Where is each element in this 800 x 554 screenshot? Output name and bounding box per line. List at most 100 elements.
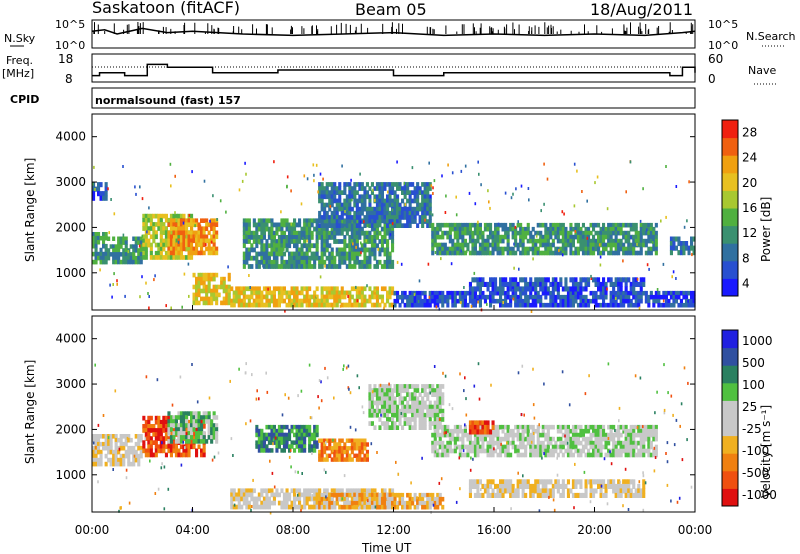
power-cells-speck-237 [688, 180, 690, 184]
power-cells-cell-2629 [637, 234, 641, 240]
power-cells-speck-226 [352, 242, 354, 246]
power-cells-cell-2596 [624, 230, 628, 236]
power-cells-cell-1527 [373, 210, 377, 216]
vel-cells-cell-1111 [378, 417, 382, 422]
vel-cells-cell-1192 [401, 404, 405, 410]
vel-cells-cell-1351 [438, 424, 442, 430]
power-cells-cell-1202 [355, 230, 359, 236]
vel-cells-cell-1683 [576, 448, 580, 454]
vel-cells-cell-79 [122, 457, 126, 463]
power-cells-cell-1369 [328, 190, 332, 195]
power-cells-cell-1689 [421, 190, 425, 195]
power-cells-cell-1211 [358, 226, 362, 232]
vel-cells-cell-1113 [380, 384, 384, 389]
vel-cells-cell-1233 [413, 400, 417, 406]
vel-cells-cell-1678 [574, 448, 578, 454]
power-cells-cell-1949 [566, 302, 570, 308]
power-cells-cell-993 [300, 230, 304, 236]
vel-cells-cell-802 [413, 496, 417, 502]
power-cells-cell-242 [174, 238, 178, 244]
power-cells-cell-1739 [403, 290, 407, 296]
power-cells-speck-189 [249, 286, 251, 289]
power-cells-cell-2727 [519, 286, 523, 292]
vel-cells-cell-442 [232, 496, 236, 502]
power-cells-cell-89 [122, 259, 126, 265]
vel-cells-cell-1130 [383, 421, 387, 426]
power-cells-cell-2601 [627, 222, 631, 228]
vel-cells-cell-1209 [406, 408, 410, 414]
vel-cells-cell-1046 [353, 442, 357, 447]
vel-cells-cell-702 [333, 504, 337, 510]
power-cells-cell-1279 [375, 259, 379, 265]
power-cells-cell-1135 [338, 230, 342, 236]
vel-cells-cell-1303 [433, 421, 437, 426]
power-cells-cell-2811 [614, 281, 618, 287]
power-cells-cell-2278 [496, 226, 500, 232]
vel-cells-cell-1112 [378, 425, 382, 430]
power-cells-cell-735 [363, 298, 367, 304]
vel-cells-cell-1566 [529, 432, 533, 438]
power-cells-cell-1457 [353, 186, 357, 191]
vel-cells-cell-473 [252, 496, 256, 502]
power-cells-cell-1585 [391, 182, 395, 187]
power-cells-cell-35 [104, 251, 108, 257]
power-cells-cell-798 [247, 251, 251, 257]
power-cells-cell-2296 [504, 222, 508, 228]
power-cells-cell-477 [207, 280, 211, 286]
vel-cells-cell-266 [187, 448, 191, 454]
power-cells-cell-1690 [421, 194, 425, 200]
power-cells-cell-1362 [325, 194, 329, 200]
vel-cells-cell-1185 [398, 412, 402, 418]
power-cells-cell-2244 [481, 250, 485, 256]
power-cells-cell-2347 [526, 222, 530, 228]
power-cells-speck-24 [286, 175, 289, 179]
power-cells-cell-1327 [391, 235, 395, 240]
date-title: 18/Aug/2011 [590, 0, 693, 19]
power-cells-cell-671 [323, 294, 327, 300]
power-cells-cell-252 [177, 234, 181, 240]
power-cells-cell-2789 [584, 286, 588, 292]
power-cells-cell-1406 [338, 182, 342, 187]
vel-cells-cell-818 [426, 496, 430, 502]
vel-cells-cell-48 [109, 457, 113, 463]
vel-cells-cell-420 [210, 431, 214, 436]
power-cells-cell-437 [192, 272, 196, 278]
power-cells-cell-2074 [667, 298, 671, 304]
power-cells-cell-2380 [541, 234, 545, 240]
power-cells-cell-2689 [478, 281, 482, 287]
vel-cells-cell-1376 [446, 452, 450, 458]
vel-cells-cell-1696 [584, 424, 588, 430]
vel-cells-cell-890 [277, 428, 281, 434]
vel-cells-cell-415 [207, 431, 211, 436]
power-cells-cell-1916 [541, 290, 545, 296]
power-cells-cell-2475 [576, 250, 580, 256]
power-cells-cell-1618 [398, 206, 402, 212]
power-cells-speck-16 [374, 198, 376, 202]
vel-cells-cell-1411 [463, 428, 467, 434]
vel-cells-cell-89 [127, 449, 131, 455]
power-cells-cell-1808 [453, 290, 457, 296]
power-cells-cell-1017 [305, 243, 309, 249]
power-cells-cell-2536 [602, 230, 606, 236]
vel-cells-cell-430 [215, 423, 219, 428]
power-cells-cell-95 [124, 255, 128, 261]
power-cells-cell-720 [355, 290, 359, 296]
vel-cells-cell-465 [247, 488, 251, 494]
power-cells-cell-2378 [539, 250, 543, 256]
power-cells-cell-2444 [564, 246, 568, 252]
power-cells-cell-782 [245, 222, 249, 228]
vel-cells-cell-558 [313, 488, 317, 494]
vel-cells-cell-494 [265, 504, 269, 510]
vel-cells-cell-1381 [448, 444, 452, 450]
power-cells-cell-1465 [353, 223, 357, 228]
power-cells-cell-2309 [509, 226, 513, 232]
vel-cells-cell-1251 [418, 412, 422, 418]
power-cells-cell-2494 [584, 246, 588, 252]
power-cells-speck-102 [356, 299, 359, 303]
power-cells-cell-2721 [514, 277, 518, 283]
power-cells-cell-1435 [345, 210, 349, 216]
power-cells-cell-1085 [323, 251, 327, 257]
power-cells-cell-683 [330, 286, 334, 292]
power-cells-cell-2111 [431, 226, 435, 232]
vel-cells-cell-891 [277, 432, 281, 438]
